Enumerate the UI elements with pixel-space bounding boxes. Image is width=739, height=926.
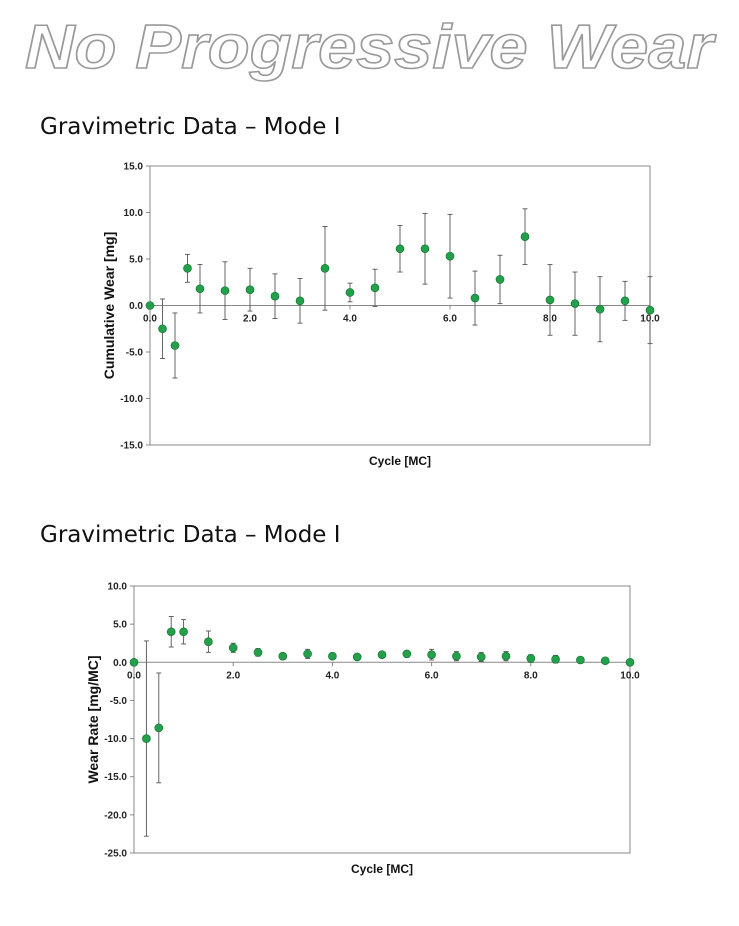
data-point [228, 643, 238, 653]
data-point [526, 654, 536, 663]
data-point [204, 637, 213, 646]
data-point [377, 650, 387, 659]
x-tick-label: 6.0 [425, 670, 439, 681]
y-tick-label: -5.0 [110, 696, 128, 707]
data-point [427, 650, 436, 659]
wear-rate-chart: 10.0 5.0 0.0 -5.0 -10.0 -15.0 -20.0 -25.0 0.0 2.0… [85, 582, 640, 877]
data-point [154, 723, 164, 733]
cumulative-wear-chart: 15.0 10.0 5.0 0.0 -5.0 -10.0 -15.0 0.0 2.0 4.0 6.0… [101, 162, 660, 469]
data-point [328, 651, 337, 661]
data-point [452, 651, 461, 661]
y-axis-title: Wear Rate [mg/MC] [85, 655, 101, 783]
data-point [545, 295, 555, 305]
data-point [303, 649, 312, 659]
data-point [295, 296, 305, 306]
data-point [420, 244, 430, 254]
y-tick-label: -15.0 [104, 772, 127, 783]
data-point [570, 299, 580, 308]
x-tick-label: 10.0 [620, 670, 640, 681]
data-point [645, 305, 655, 315]
data-point [600, 656, 610, 666]
data-point [495, 275, 505, 284]
y-tick-label: 10.0 [108, 582, 128, 593]
x-tick-label: 2.0 [243, 314, 257, 325]
data-point [402, 649, 412, 659]
y-tick-label: 5.0 [129, 255, 143, 266]
x-axis-title: Cycle [MC] [369, 454, 431, 468]
y-tick-label: 15.0 [124, 162, 144, 173]
y-tick-label: -20.0 [104, 810, 127, 821]
x-tick-label: 0.0 [127, 670, 141, 681]
data-point [142, 734, 151, 743]
data-point [501, 651, 511, 661]
data-point [183, 264, 192, 273]
y-tick-label: -5.0 [126, 348, 144, 359]
x-tick-label: 4.0 [325, 670, 339, 681]
slide-title: No Progressive Wear [24, 12, 717, 83]
y-tick-label: -10.0 [104, 734, 127, 745]
y-tick-label: 0.0 [129, 301, 143, 312]
data-point [270, 291, 280, 301]
y-tick-label: 5.0 [113, 620, 127, 631]
data-point [345, 288, 355, 297]
data-point [551, 654, 560, 664]
data-point [320, 264, 330, 273]
data-point [129, 657, 139, 667]
x-tick-label: 8.0 [524, 670, 538, 681]
section-heading-wear-rate: Gravimetric Data – Mode I [40, 522, 341, 548]
y-tick-label: -10.0 [120, 394, 143, 405]
y-tick-label: -25.0 [104, 849, 127, 860]
data-point [253, 648, 263, 657]
data-point [470, 293, 480, 303]
data-point [620, 296, 630, 306]
data-point [166, 627, 176, 637]
data-point [145, 301, 155, 310]
x-tick-label: 6.0 [443, 314, 457, 325]
x-tick-label: 0.0 [143, 314, 157, 325]
data-point [370, 283, 380, 293]
data-point [352, 652, 362, 662]
data-point [395, 244, 405, 254]
data-point [625, 657, 635, 667]
data-point [445, 251, 455, 261]
x-axis-title: Cycle [MC] [351, 862, 413, 876]
data-point [170, 341, 180, 350]
data-point [179, 627, 188, 637]
data-point [520, 232, 530, 241]
data-point [576, 655, 585, 665]
data-point [476, 652, 486, 662]
x-tick-label: 2.0 [226, 670, 240, 681]
slide-title-text: No Progressive Wear [25, 13, 716, 82]
x-tick-label: 4.0 [343, 314, 357, 325]
section-heading-cumulative: Gravimetric Data – Mode I [40, 114, 341, 140]
y-tick-label: -15.0 [120, 441, 143, 452]
y-axis-title: Cumulative Wear [mg] [101, 232, 117, 380]
plot-area [133, 585, 631, 854]
data-point [278, 651, 288, 661]
data-point [245, 285, 255, 294]
data-point [158, 324, 167, 334]
data-point [595, 304, 605, 314]
data-point [195, 284, 205, 294]
data-point [220, 286, 230, 295]
y-tick-label: 10.0 [124, 208, 144, 219]
y-tick-label: 0.0 [113, 658, 127, 669]
